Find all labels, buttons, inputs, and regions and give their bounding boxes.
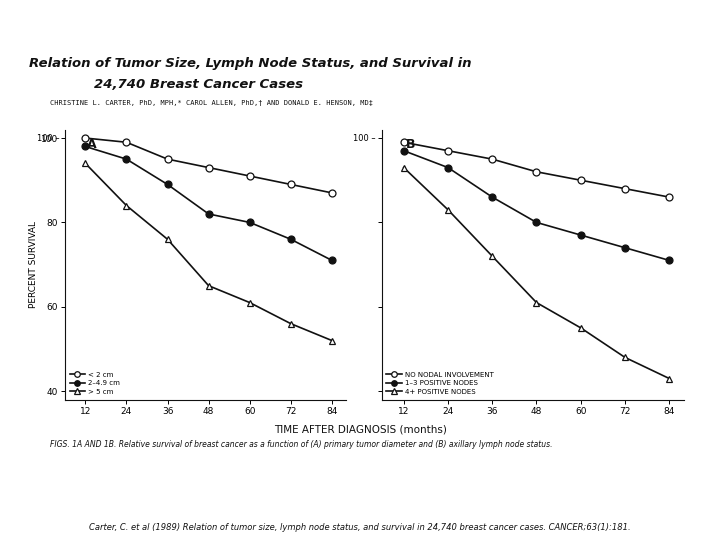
Text: A: A [87, 138, 97, 151]
Text: 100 –: 100 – [37, 133, 59, 143]
Text: TIME AFTER DIAGNOSIS (months): TIME AFTER DIAGNOSIS (months) [274, 424, 446, 434]
Legend: < 2 cm, 2–4.9 cm, > 5 cm: < 2 cm, 2–4.9 cm, > 5 cm [68, 370, 121, 396]
Text: Relation of Tumor Size, Lymph Node Status, and Survival in: Relation of Tumor Size, Lymph Node Statu… [29, 57, 472, 70]
Text: Carter, C. et al (1989) Relation of tumor size, lymph node status, and survival : Carter, C. et al (1989) Relation of tumo… [89, 523, 631, 532]
Text: B: B [406, 138, 415, 151]
Text: 100 –: 100 – [354, 133, 376, 143]
Y-axis label: PERCENT SURVIVAL: PERCENT SURVIVAL [29, 221, 38, 308]
Text: CHRISTINE L. CARTER, PhD, MPH,* CAROL ALLEN, PhD,† AND DONALD E. HENSON, MD‡: CHRISTINE L. CARTER, PhD, MPH,* CAROL AL… [50, 100, 374, 106]
Text: 24,740 Breast Cancer Cases: 24,740 Breast Cancer Cases [94, 78, 302, 91]
Legend: NO NODAL INVOLVEMENT, 1–3 POSITIVE NODES, 4+ POSITIVE NODES: NO NODAL INVOLVEMENT, 1–3 POSITIVE NODES… [385, 370, 495, 396]
Text: FIGS. 1A AND 1B. Relative survival of breast cancer as a function of (A) primary: FIGS. 1A AND 1B. Relative survival of br… [50, 440, 553, 449]
